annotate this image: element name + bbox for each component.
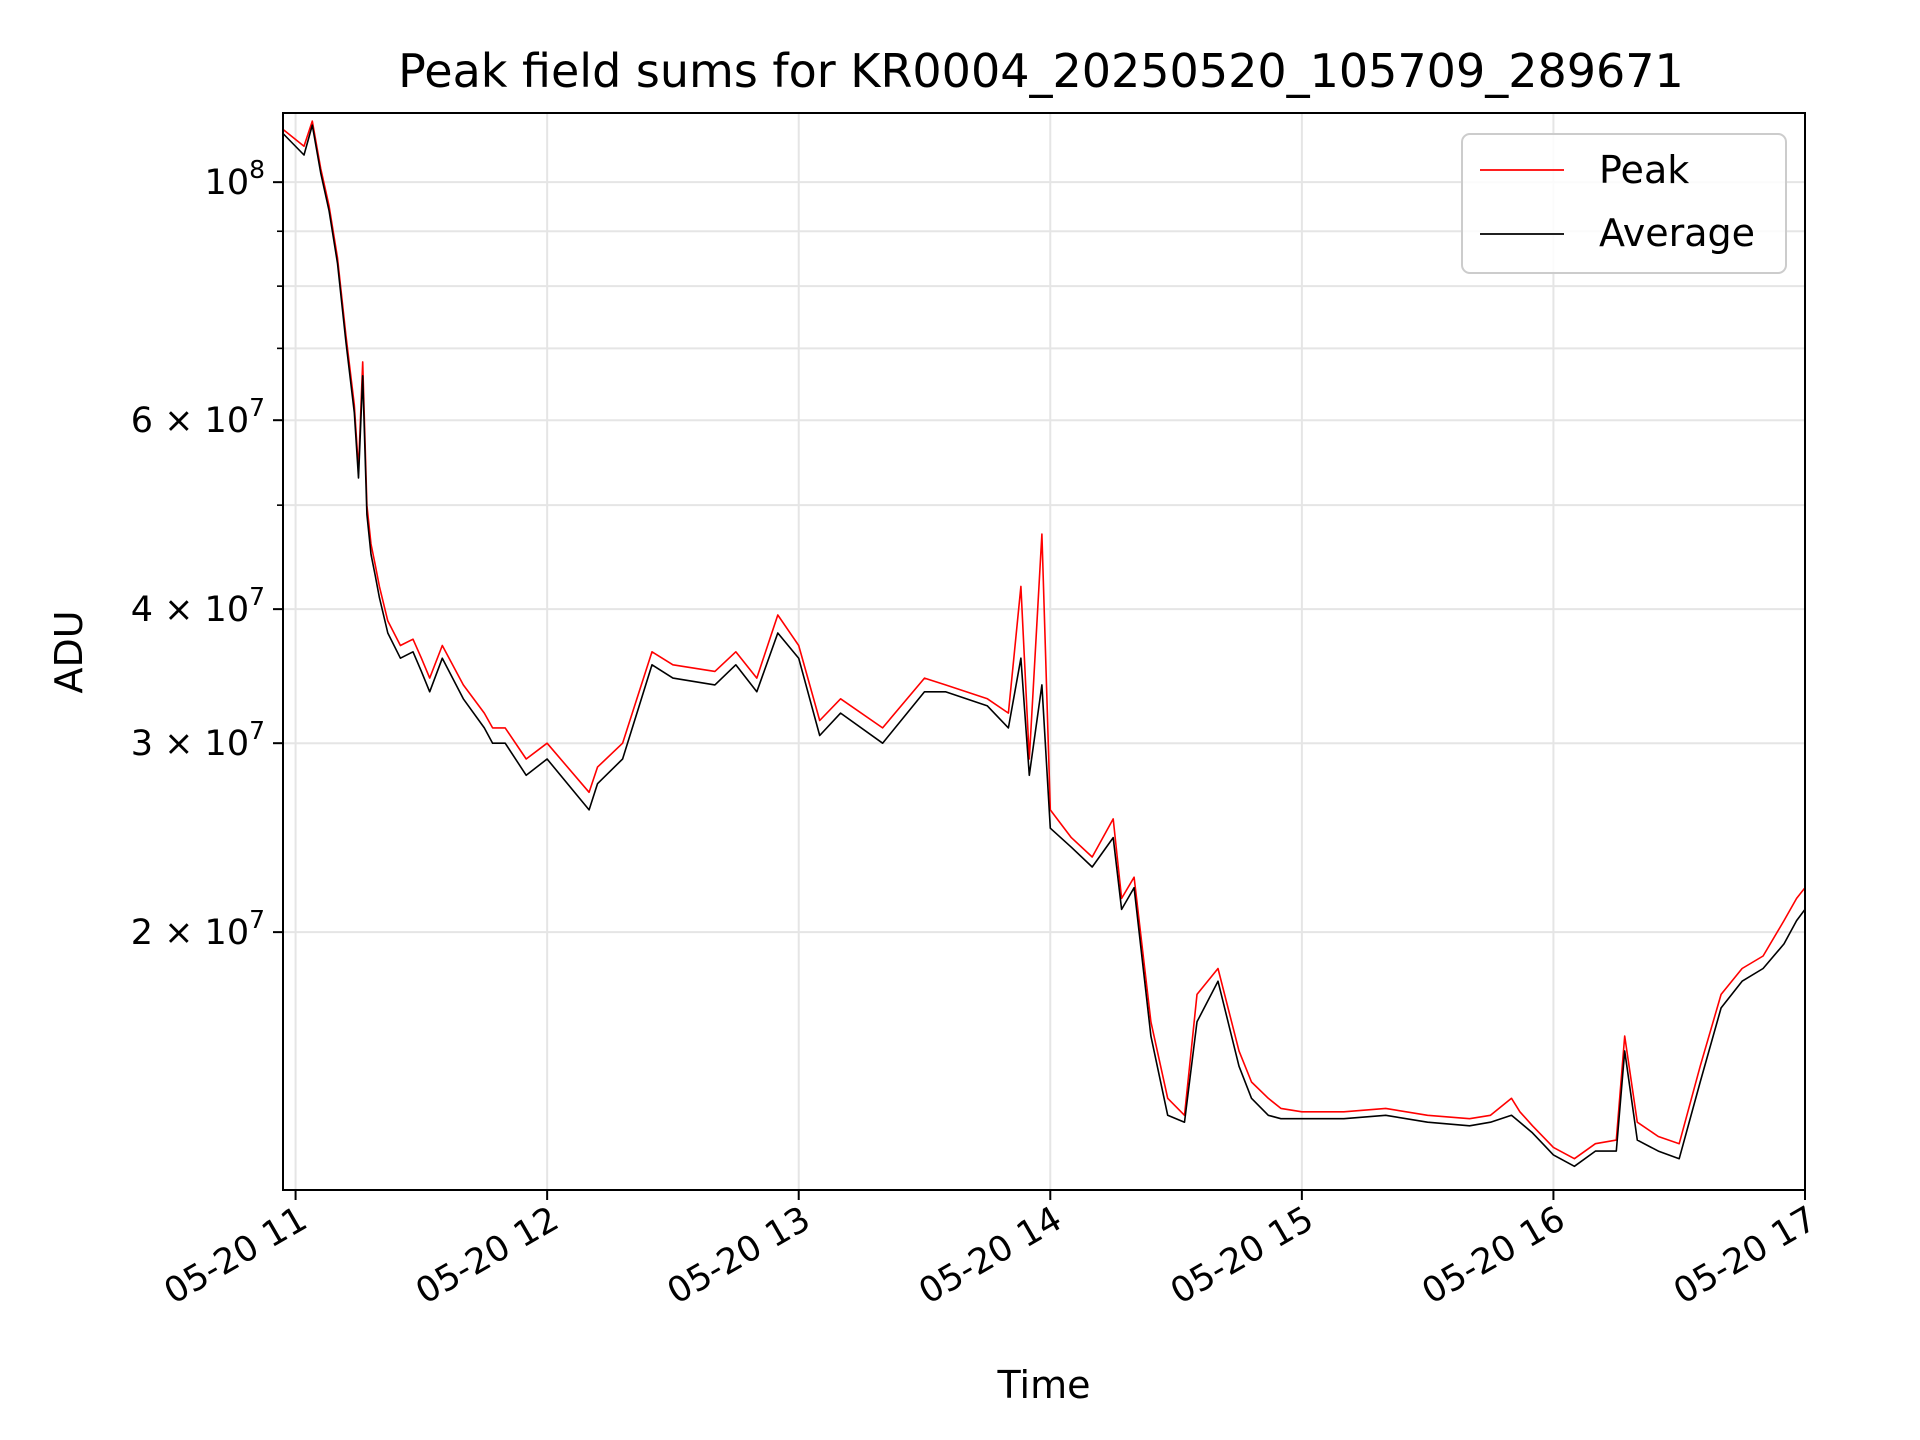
y-axis: 2 × 107 3 × 107 4 × 107 6 × 107 108 <box>131 155 283 953</box>
series-lines <box>282 120 1806 1168</box>
legend-label-peak: Peak <box>1599 148 1689 192</box>
chart-title: Peak field sums for KR0004_20250520_1057… <box>398 44 1684 98</box>
y-tick-label: 2 × 107 <box>131 905 265 953</box>
y-axis-label: ADU <box>47 610 91 693</box>
legend-box <box>1461 133 1787 274</box>
legend: Peak Average <box>1461 133 1787 274</box>
plot-frame <box>282 112 1806 1191</box>
legend-label-average: Average <box>1599 211 1755 255</box>
series-line-peak <box>282 120 1806 1160</box>
x-axis-label: Time <box>997 1363 1091 1407</box>
y-tick-label: 3 × 107 <box>131 716 265 764</box>
y-tick-label: 4 × 107 <box>131 582 265 630</box>
series-line-average <box>282 124 1806 1168</box>
y-tick-label: 6 × 107 <box>131 393 265 441</box>
y-tick-label: 108 <box>205 155 265 203</box>
plot-area-background <box>283 113 1805 1190</box>
